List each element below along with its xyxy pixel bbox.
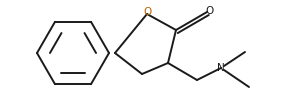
Text: O: O bbox=[205, 6, 213, 16]
Text: N: N bbox=[217, 63, 225, 73]
Text: O: O bbox=[143, 7, 151, 17]
